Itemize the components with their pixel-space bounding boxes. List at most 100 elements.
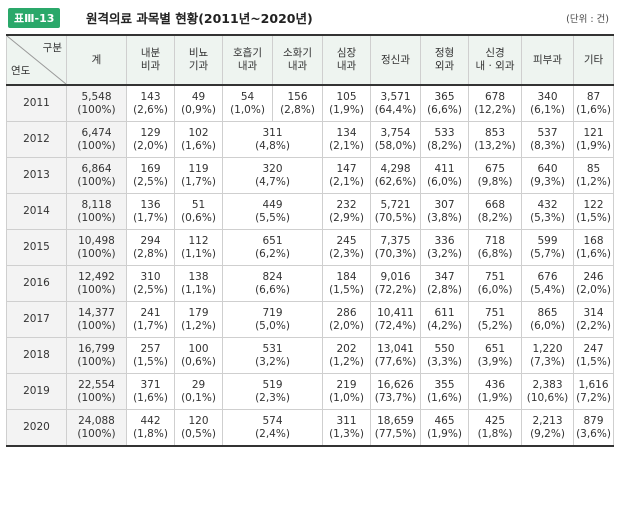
percent-value: (1,1%) xyxy=(181,283,216,296)
total-cell: 22,554 (100%) xyxy=(66,373,127,410)
column-header-line: 기타 xyxy=(583,53,604,66)
percent-value: (3,2%) xyxy=(427,247,462,260)
count-value: 156 xyxy=(287,90,308,103)
year-cell: 2014 xyxy=(6,193,67,230)
value-cell: 105 (1,9%) xyxy=(322,84,371,122)
value-cell: 719 (5,0%) xyxy=(222,301,323,338)
percent-value: (5,3%) xyxy=(530,211,565,224)
count-value: 16,626 xyxy=(377,378,414,391)
count-value: 311 xyxy=(262,126,283,139)
percent-value: (100%) xyxy=(77,319,116,332)
count-value: 112 xyxy=(188,234,209,247)
value-cell: 865 (6,0%) xyxy=(521,301,574,338)
count-value: 2,213 xyxy=(532,414,563,427)
count-value: 100 xyxy=(188,342,209,355)
value-cell: 120 (0,5%) xyxy=(174,409,223,447)
value-cell: 247 (1,5%) xyxy=(573,337,614,374)
percent-value: (77,5%) xyxy=(374,427,417,440)
value-cell: 340 (6,1%) xyxy=(521,84,574,122)
percent-value: (1,9%) xyxy=(477,391,513,404)
total-cell: 16,799 (100%) xyxy=(66,337,127,374)
percent-value: (9,3%) xyxy=(530,175,565,188)
count-value: 14,377 xyxy=(78,306,115,319)
percent-value: (3,6%) xyxy=(576,427,611,440)
count-value: 49 xyxy=(191,90,206,103)
value-cell: 246 (2,0%) xyxy=(573,265,614,302)
column-header: 비뇨 기과 xyxy=(174,34,223,86)
count-value: 184 xyxy=(336,270,357,283)
percent-value: (100%) xyxy=(77,139,116,152)
total-cell: 10,498 (100%) xyxy=(66,229,127,266)
percent-value: (0,5%) xyxy=(181,427,216,440)
percent-value: (6,0%) xyxy=(477,283,513,296)
count-value: 121 xyxy=(583,126,604,139)
count-value: 651 xyxy=(262,234,283,247)
corner-label-category: 구분 xyxy=(42,42,62,54)
column-header: 정신과 xyxy=(370,34,421,86)
percent-value: (1,9%) xyxy=(329,103,364,116)
count-value: 550 xyxy=(434,342,455,355)
value-cell: 1,616 (7,2%) xyxy=(573,373,614,410)
count-value: 365 xyxy=(434,90,455,103)
value-cell: 16,626 (73,7%) xyxy=(370,373,421,410)
count-value: 425 xyxy=(484,414,506,427)
count-value: 824 xyxy=(262,270,283,283)
count-value: 347 xyxy=(434,270,455,283)
percent-value: (100%) xyxy=(77,247,116,260)
count-value: 533 xyxy=(434,126,455,139)
header-row: 구분 연도 계 내분 비과 비뇨 기과 호흡기 내과 소화기 내과 심장 내과 정신과 정형 외과 신경 내 … xyxy=(6,34,614,86)
value-cell: 314 (2,2%) xyxy=(573,301,614,338)
count-value: 10,498 xyxy=(78,234,115,247)
value-cell: 425 (1,8%) xyxy=(468,409,522,447)
table-number-badge: 표Ⅲ-13 xyxy=(8,8,61,28)
value-cell: 531 (3,2%) xyxy=(222,337,323,374)
value-cell: 54 (1,0%) xyxy=(222,84,273,122)
column-header-line: 내 · 외과 xyxy=(475,60,515,72)
table-row: 2019 22,554 (100%) 371 (1,6%) 29 (0,1%) 519 (2,3… xyxy=(6,373,614,410)
count-value: 442 xyxy=(140,414,161,427)
count-value: 257 xyxy=(140,342,161,355)
count-value: 371 xyxy=(140,378,161,391)
column-header: 소화기 내과 xyxy=(272,34,323,86)
count-value: 102 xyxy=(188,126,209,139)
value-cell: 143 (2,6%) xyxy=(126,84,175,122)
percent-value: (1,8%) xyxy=(133,427,168,440)
percent-value: (4,2%) xyxy=(427,319,462,332)
value-cell: 678 (12,2%) xyxy=(468,84,522,122)
value-cell: 336 (3,2%) xyxy=(420,229,469,266)
value-cell: 436 (1,9%) xyxy=(468,373,522,410)
value-cell: 651 (3,9%) xyxy=(468,337,522,374)
count-value: 105 xyxy=(336,90,357,103)
year-cell: 2017 xyxy=(6,301,67,338)
table-row: 2017 14,377 (100%) 241 (1,7%) 179 (1,2%) 719 (5,… xyxy=(6,301,614,338)
percent-value: (1,7%) xyxy=(181,175,216,188)
count-value: 179 xyxy=(188,306,209,319)
count-value: 85 xyxy=(586,162,601,175)
value-cell: 853 (13,2%) xyxy=(468,121,522,158)
column-header-line: 기과 xyxy=(188,60,209,72)
year-cell: 2013 xyxy=(6,157,67,194)
count-value: 241 xyxy=(140,306,161,319)
percent-value: (1,2%) xyxy=(329,355,364,368)
value-cell: 100 (0,6%) xyxy=(174,337,223,374)
percent-value: (1,5%) xyxy=(576,211,611,224)
year-cell: 2018 xyxy=(6,337,67,374)
value-cell: 29 (0,1%) xyxy=(174,373,223,410)
value-cell: 168 (1,6%) xyxy=(573,229,614,266)
value-cell: 257 (1,5%) xyxy=(126,337,175,374)
value-cell: 442 (1,8%) xyxy=(126,409,175,447)
year-cell: 2020 xyxy=(6,409,67,447)
diagonal-line xyxy=(7,36,66,84)
table-title: 원격의료 과목별 현황(2011년~2020년) xyxy=(86,11,313,26)
percent-value: (100%) xyxy=(77,103,116,116)
count-value: 355 xyxy=(434,378,455,391)
value-cell: 365 (6,6%) xyxy=(420,84,469,122)
percent-value: (62,6%) xyxy=(374,175,417,188)
count-value: 411 xyxy=(434,162,455,175)
value-cell: 119 (1,7%) xyxy=(174,157,223,194)
value-cell: 112 (1,1%) xyxy=(174,229,223,266)
percent-value: (72,2%) xyxy=(374,283,417,296)
year-cell: 2011 xyxy=(6,84,67,122)
count-value: 651 xyxy=(484,342,506,355)
value-cell: 13,041 (77,6%) xyxy=(370,337,421,374)
